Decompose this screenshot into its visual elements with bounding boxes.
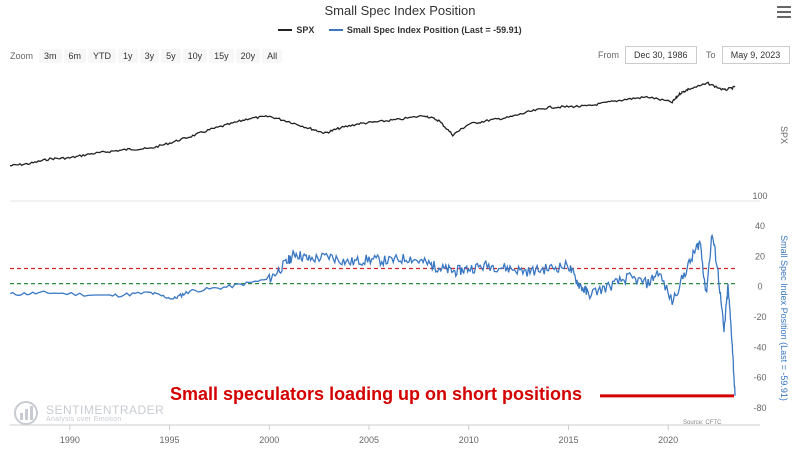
- zoom-button-3m[interactable]: 3m: [39, 49, 62, 63]
- spec-axis-label: Small Spec Index Position (Last = -59.91…: [779, 235, 789, 401]
- small-spec-series-line: [9, 233, 736, 396]
- x-tick-label: 2020: [658, 435, 678, 445]
- zoom-button-5y[interactable]: 5y: [161, 49, 181, 63]
- x-tick-label: 2015: [558, 435, 578, 445]
- x-tick-label: 1995: [160, 435, 180, 445]
- y-tick-label: 40: [755, 221, 765, 231]
- from-date-input[interactable]: Dec 30, 1986: [625, 46, 697, 64]
- chart-title: Small Spec Index Position: [324, 3, 476, 18]
- date-range-from: From Dec 30, 1986: [598, 46, 697, 64]
- zoom-button-3y[interactable]: 3y: [139, 49, 160, 63]
- spx-series-line: [10, 81, 736, 167]
- zoom-button-20y[interactable]: 20y: [235, 49, 261, 63]
- legend-swatch-spx: [278, 29, 293, 31]
- zoom-button-10y[interactable]: 10y: [182, 49, 208, 63]
- zoom-button-1y[interactable]: 1y: [118, 49, 138, 63]
- watermark-logo: SENTIMENTRADER Analysis over Emotion: [14, 401, 164, 425]
- legend: SPX Small Spec Index Position (Last = -5…: [0, 23, 800, 35]
- legend-label-small-spec: Small Spec Index Position (Last = -59.91…: [346, 25, 522, 35]
- from-label: From: [598, 50, 619, 60]
- to-label: To: [706, 50, 716, 60]
- zoom-button-ytd[interactable]: YTD: [88, 49, 117, 63]
- zoom-button-15y[interactable]: 15y: [209, 49, 234, 63]
- watermark-tagline: Analysis over Emotion: [46, 415, 122, 423]
- y-tick-label: 20: [755, 251, 765, 261]
- legend-swatch-small-spec: [328, 29, 343, 31]
- spx-axis-label: SPX: [779, 126, 789, 144]
- legend-item-spx[interactable]: SPX: [278, 25, 314, 35]
- watermark-chart-icon: [14, 401, 38, 425]
- to-date-input[interactable]: May 9, 2023: [721, 46, 790, 64]
- zoom-button-all[interactable]: All: [262, 49, 283, 63]
- x-tick-label: 2000: [259, 435, 279, 445]
- y-tick-label: -80: [753, 403, 766, 413]
- y-tick-label: -20: [753, 312, 766, 322]
- zoom-label: Zoom: [10, 51, 34, 61]
- spx-tick-label: 100: [752, 191, 767, 201]
- watermark-name: SENTIMENTRADER: [46, 402, 165, 417]
- date-range-to: To May 9, 2023: [706, 46, 790, 64]
- x-tick-label: 1990: [60, 435, 80, 445]
- legend-label-spx: SPX: [296, 25, 315, 35]
- y-tick-label: 0: [757, 282, 762, 292]
- x-tick-label: 2005: [359, 435, 379, 445]
- y-tick-label: -60: [753, 373, 766, 383]
- zoom-button-6m[interactable]: 6m: [63, 49, 87, 63]
- zoom-selector: Zoom 3m 6m YTD 1y 3y 5y 10y 15y 20y All: [10, 49, 284, 63]
- source-note: Source: CFTC: [683, 420, 722, 426]
- y-tick-label: -40: [753, 342, 766, 352]
- x-tick-label: 2010: [459, 435, 479, 445]
- annotation-text: Small speculators loading up on short po…: [170, 384, 583, 404]
- hamburger-menu-icon[interactable]: [777, 6, 791, 18]
- legend-item-small-spec[interactable]: Small Spec Index Position (Last = -59.91…: [328, 25, 522, 35]
